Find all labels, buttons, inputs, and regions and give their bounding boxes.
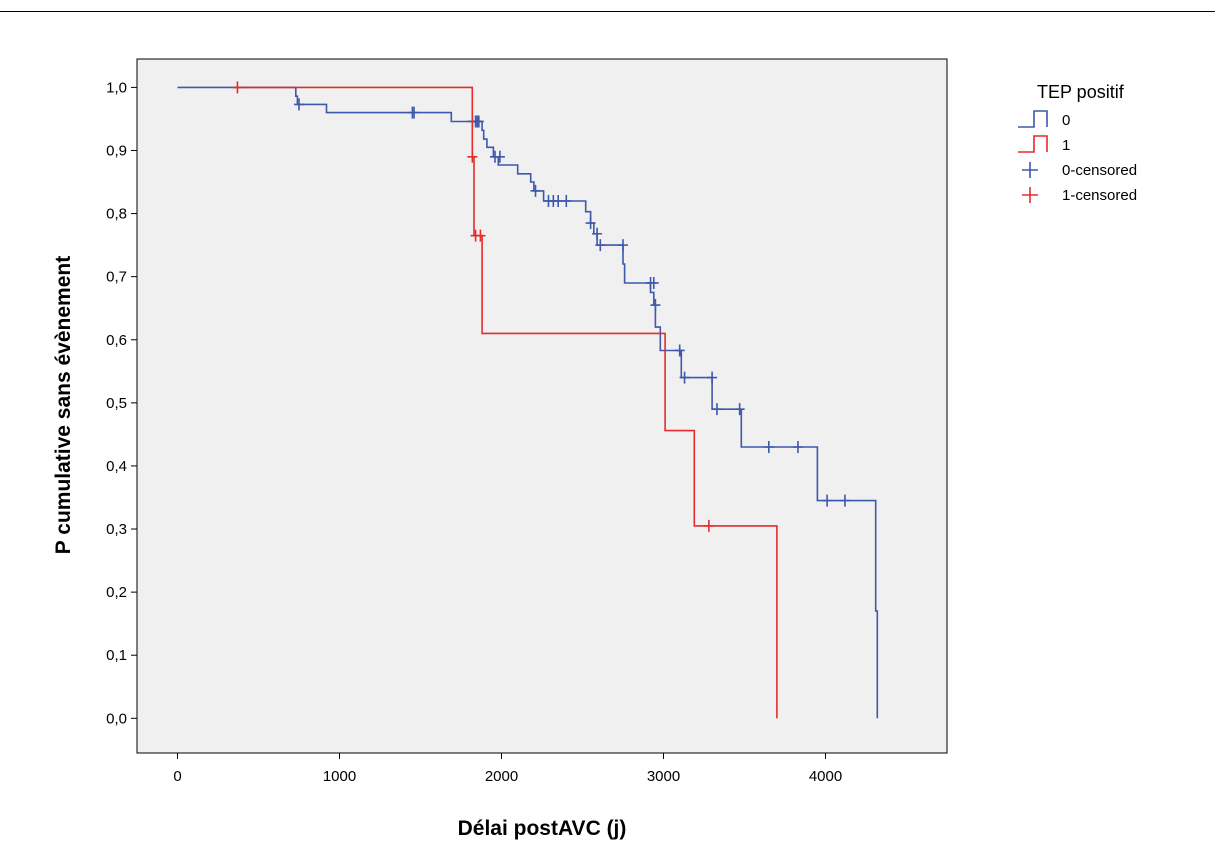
series-0-censor-mark: [592, 227, 603, 240]
plot-area: [136, 58, 948, 754]
series-0-censor-mark: [585, 217, 596, 230]
series-0-censor-mark: [648, 276, 659, 289]
legend-censor-swatch: [1022, 187, 1038, 203]
legend-censor-swatch: [1022, 162, 1038, 178]
series-1-censor-mark: [703, 519, 714, 532]
y-tick-label: 0,1: [106, 647, 127, 664]
x-tick-label: 1000: [323, 768, 356, 785]
series-1-censor-mark: [467, 150, 478, 163]
series-1-censor-mark: [475, 229, 486, 242]
y-tick-label: 0,9: [106, 142, 127, 159]
x-tick-label: 2000: [485, 768, 518, 785]
series-0-censor-mark: [294, 98, 304, 111]
series-0-censor-mark: [650, 299, 661, 312]
x-tick-label: 4000: [809, 768, 842, 785]
y-tick-label: 0,2: [106, 584, 127, 601]
x-axis: 0 1000 2000 3000 4000: [173, 753, 842, 785]
y-tick-label: 0,3: [106, 521, 127, 538]
x-tick-label: 0: [173, 768, 181, 785]
series-0-censor-mark: [561, 194, 572, 207]
series-0-censor-mark: [839, 494, 850, 507]
series-0-censor-mark: [711, 403, 722, 416]
series-0-censor-mark: [822, 494, 833, 507]
series-0-censor-mark: [674, 344, 685, 357]
top-divider-line: [0, 11, 1215, 12]
legend-label: 0-censored: [1062, 162, 1137, 179]
legend-label: 1-censored: [1062, 187, 1137, 204]
legend-label: 0: [1062, 112, 1070, 129]
series-0-censor-mark: [494, 150, 505, 163]
series-0-censor-mark: [530, 184, 541, 197]
series-0-censor-mark: [734, 403, 745, 416]
legend-label: 1: [1062, 137, 1070, 154]
y-axis-title: P cumulative sans évènement: [52, 256, 75, 554]
series-layer: [177, 81, 879, 719]
series-0-censor-mark: [679, 371, 690, 384]
legend-line-swatch: [1018, 135, 1048, 153]
series-0-censor-mark: [618, 239, 628, 252]
y-axis: 0,0 0,1 0,2 0,3 0,4 0,5 0,6 0,7 0,8 0,9 1,0: [106, 79, 137, 727]
legend: TEP positif 0 1 0-censored 1-censored: [1018, 82, 1137, 204]
series-0-censor-mark: [409, 106, 420, 119]
y-tick-label: 0,0: [106, 710, 127, 727]
y-tick-label: 0,8: [106, 206, 127, 223]
x-axis-title: Délai postAVC (j): [458, 817, 627, 840]
y-tick-label: 0,6: [106, 332, 127, 349]
y-tick-label: 0,4: [106, 458, 127, 475]
legend-title: TEP positif: [1037, 82, 1125, 102]
y-tick-label: 0,7: [106, 269, 127, 286]
y-tick-label: 0,5: [106, 395, 127, 412]
y-tick-label: 1,0: [106, 79, 127, 96]
x-tick-label: 3000: [647, 768, 680, 785]
legend-line-swatch: [1018, 110, 1048, 128]
series-1-censor-mark: [232, 81, 243, 94]
series-0-line: [177, 86, 879, 719]
series-0-censor-mark: [763, 441, 774, 454]
series-0-censor-mark: [707, 371, 718, 384]
series-0-censor-mark: [473, 115, 484, 128]
series-0-censor-mark: [595, 239, 606, 252]
series-0-censor-mark: [792, 441, 803, 454]
